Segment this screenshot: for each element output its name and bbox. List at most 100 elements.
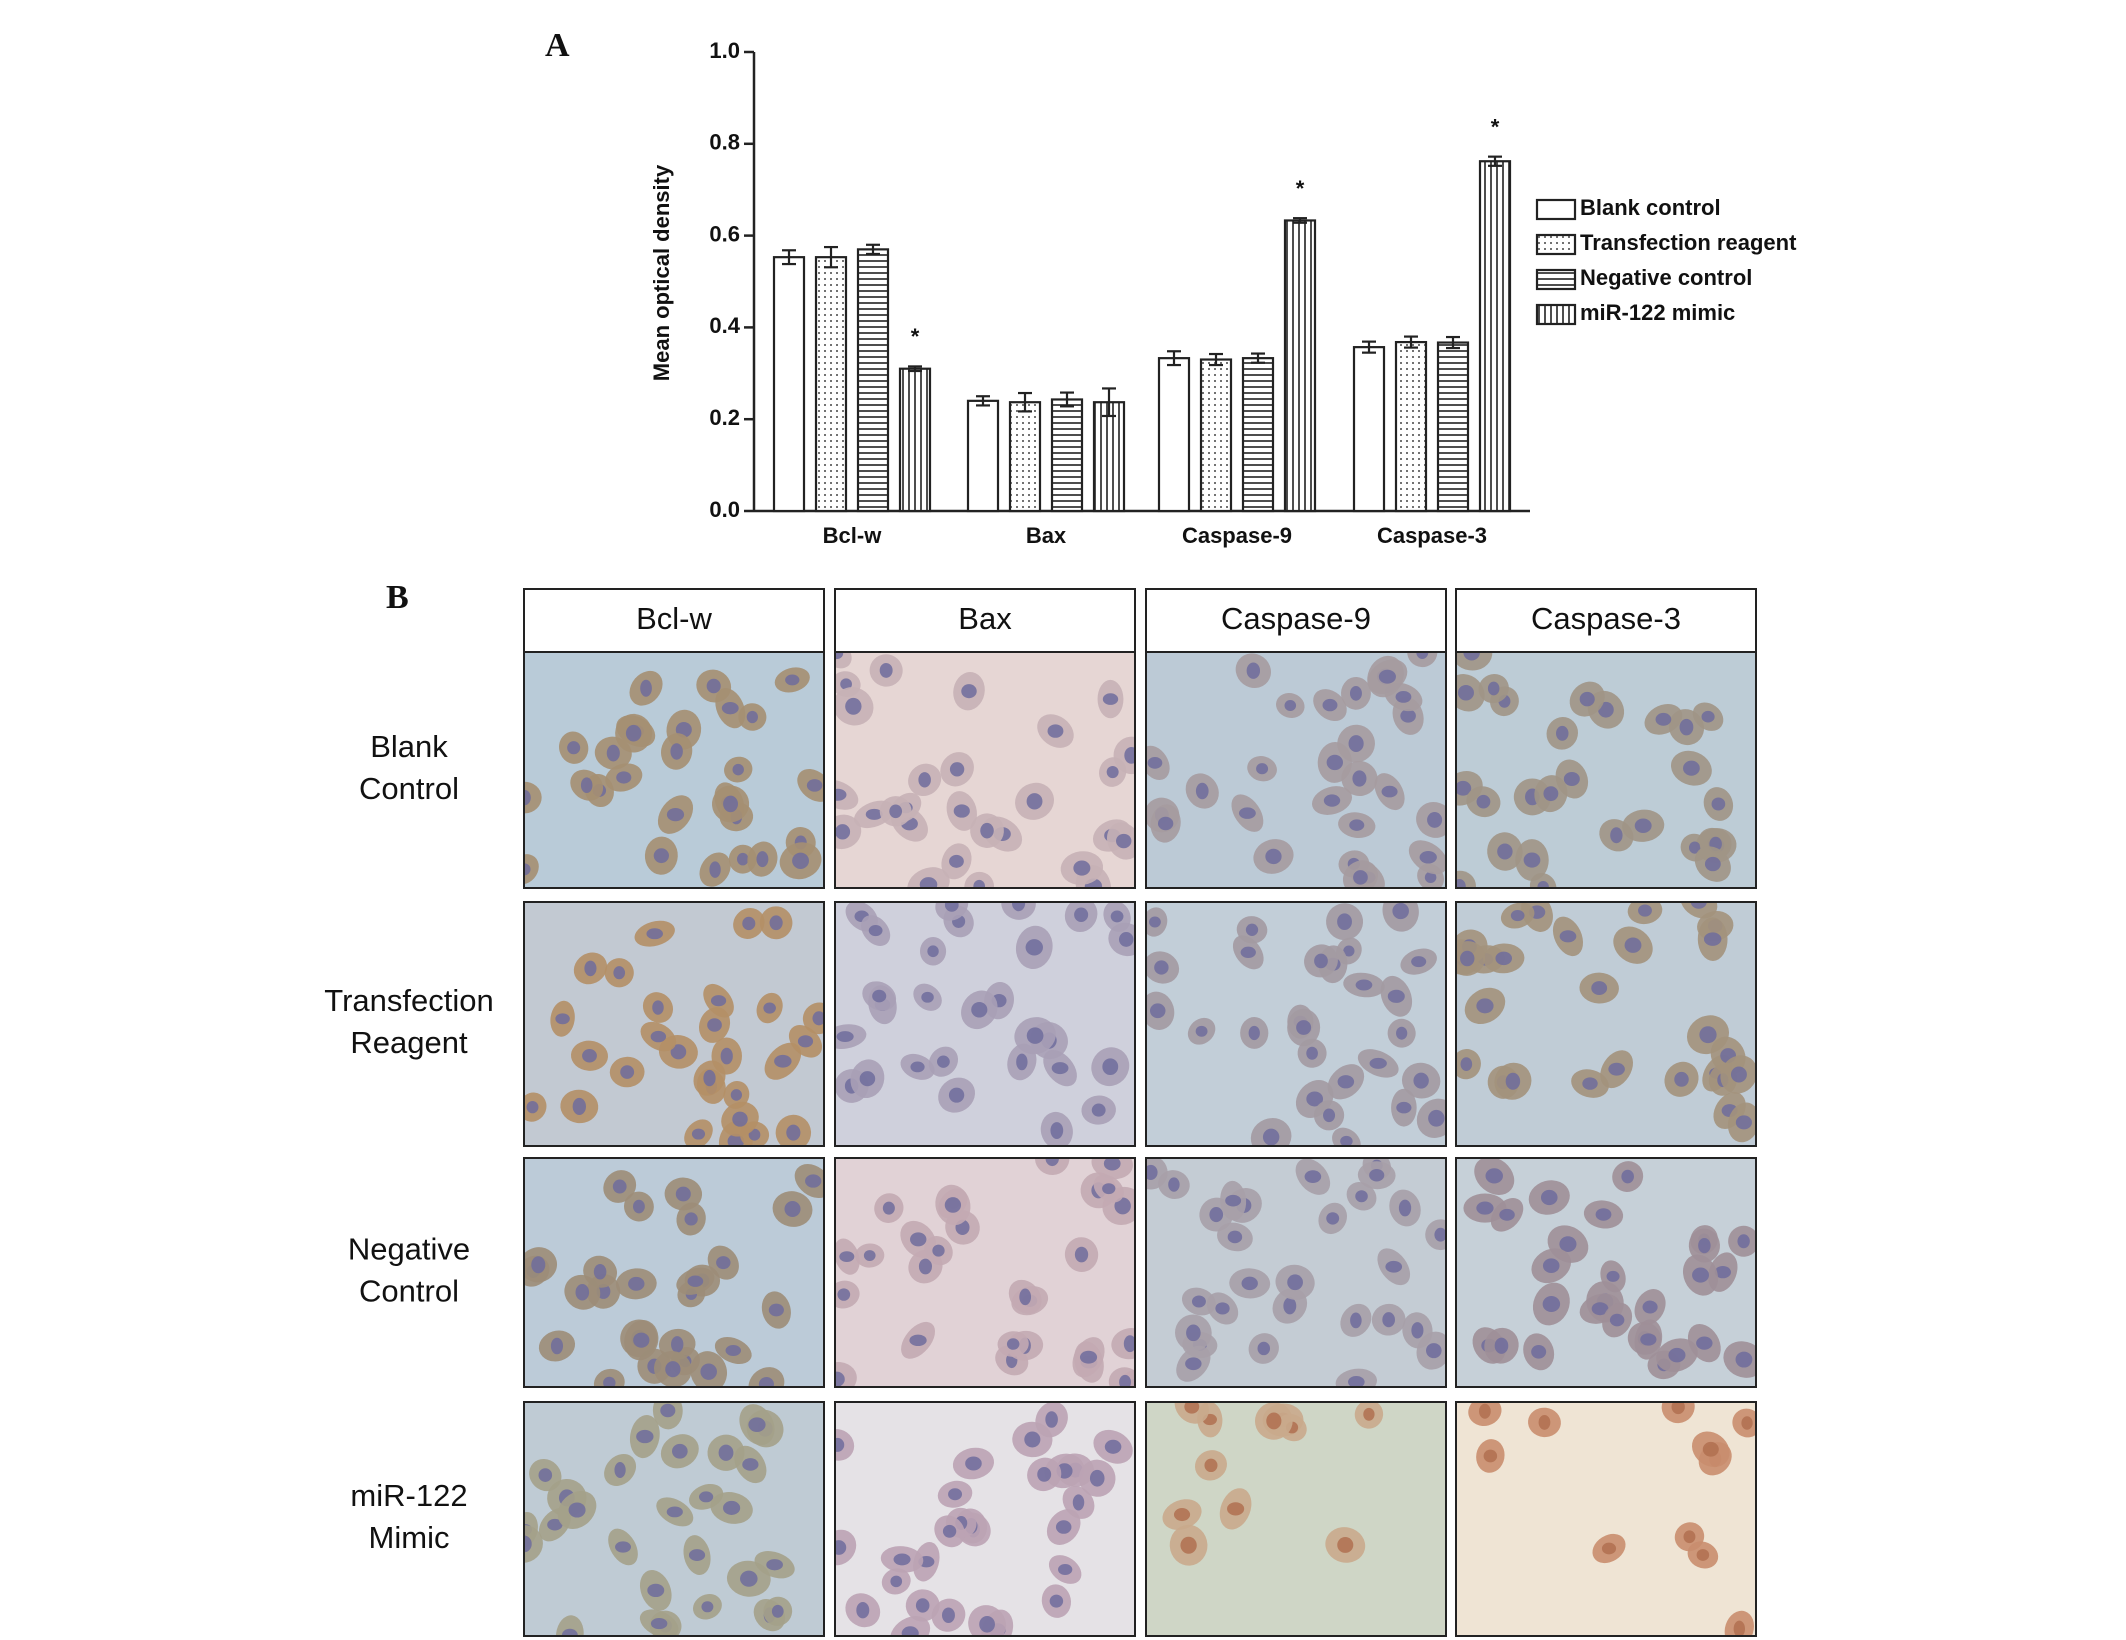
nucleus (805, 1174, 822, 1188)
y-tick-label: 0.2 (709, 405, 740, 430)
nucleus (671, 1336, 684, 1353)
bar (856, 248, 890, 513)
nucleus (1608, 1062, 1625, 1076)
column-header-box (523, 588, 825, 653)
nucleus (1180, 1536, 1197, 1554)
nucleus (1306, 1091, 1324, 1107)
nucleus (941, 1607, 955, 1623)
nucleus (653, 848, 669, 864)
nucleus (1460, 1057, 1473, 1071)
error-bar (866, 243, 880, 256)
nucleus (1419, 850, 1437, 864)
nucleus (721, 702, 739, 715)
micrograph (1145, 901, 1447, 1147)
error-bar (782, 249, 796, 266)
nucleus (723, 1500, 741, 1515)
micrograph-border (523, 1157, 825, 1388)
nucleus (1326, 754, 1343, 771)
nucleus (1559, 930, 1577, 943)
micrograph (834, 651, 1136, 889)
nucleus (756, 851, 769, 868)
nucleus (1106, 765, 1119, 779)
nucleus (1352, 770, 1367, 787)
nucleus (1495, 951, 1513, 966)
nucleus (707, 1018, 722, 1032)
legend-label: Negative control (1580, 265, 1752, 290)
nucleus (868, 925, 883, 937)
nucleus (973, 879, 986, 888)
nucleus (785, 674, 800, 686)
x-tick-label: Bax (1026, 523, 1067, 548)
nucleus (1050, 1122, 1064, 1139)
nucleus (1102, 693, 1119, 705)
nucleus (684, 1212, 698, 1226)
nucleus (769, 915, 783, 931)
micrograph-background (835, 652, 1135, 888)
nucleus (1456, 780, 1472, 796)
nucleus (1026, 1027, 1044, 1044)
nucleus (742, 916, 756, 931)
nucleus (1714, 1265, 1732, 1279)
nucleus (909, 1334, 927, 1347)
nucleus (953, 804, 970, 818)
column-header-box (1455, 588, 1757, 653)
nucleus (1350, 1312, 1362, 1329)
nucleus (725, 1345, 742, 1356)
nucleus (1692, 1267, 1709, 1283)
nucleus (732, 1111, 748, 1127)
nucleus (1348, 1376, 1365, 1387)
nucleus (1563, 771, 1580, 787)
nucleus (1398, 1199, 1412, 1217)
error-bar (1102, 387, 1116, 418)
micrograph (1145, 651, 1447, 889)
micrograph-content (1456, 1158, 1756, 1387)
nucleus (948, 1087, 965, 1103)
micrograph-content (524, 652, 824, 888)
nucleus (1037, 1466, 1052, 1482)
nucleus (1045, 1411, 1058, 1428)
nucleus (1640, 1333, 1657, 1346)
micrograph-border (1145, 1401, 1447, 1637)
micrograph-content (835, 1158, 1135, 1387)
bar (966, 399, 1000, 513)
column-header: Caspase-9 (1221, 601, 1371, 636)
nucleus (687, 1275, 704, 1287)
nucleus (1246, 662, 1261, 679)
nucleus (568, 1502, 586, 1518)
column-header-box (1145, 588, 1447, 653)
y-tick-label: 0.6 (709, 221, 740, 246)
nucleus (927, 945, 939, 958)
micrograph-border (1455, 1157, 1757, 1388)
nucleus (670, 1044, 687, 1060)
nucleus (835, 1540, 847, 1555)
nucleus (1363, 1407, 1375, 1421)
nucleus (1531, 1345, 1547, 1359)
micrograph-border (834, 1401, 1136, 1637)
bar (1241, 357, 1275, 513)
nucleus (748, 1417, 766, 1432)
nucleus (606, 744, 620, 762)
nucleus (1411, 1322, 1424, 1339)
micrograph-content (1146, 1158, 1446, 1387)
y-tick-label: 0.8 (709, 130, 740, 155)
error-bar (908, 365, 922, 373)
row-label: Transfection (324, 983, 493, 1018)
nucleus (1424, 871, 1437, 883)
error-bar (1404, 335, 1418, 349)
nucleus (1711, 797, 1726, 811)
micrograph-content (1146, 1402, 1446, 1636)
error-bar (976, 395, 990, 407)
nucleus (949, 854, 964, 868)
nucleus (1540, 1189, 1558, 1206)
nucleus (636, 1429, 654, 1444)
nucleus (1266, 1412, 1282, 1430)
nucleus (1114, 1197, 1131, 1215)
error-bar (1362, 340, 1376, 354)
nucleus (1434, 1227, 1446, 1242)
nucleus (1690, 902, 1707, 909)
nucleus (1735, 1115, 1752, 1130)
nucleus (1696, 1549, 1710, 1561)
nucleus (1485, 1168, 1503, 1184)
row-label: Blank (370, 729, 448, 764)
nucleus (1240, 946, 1256, 959)
